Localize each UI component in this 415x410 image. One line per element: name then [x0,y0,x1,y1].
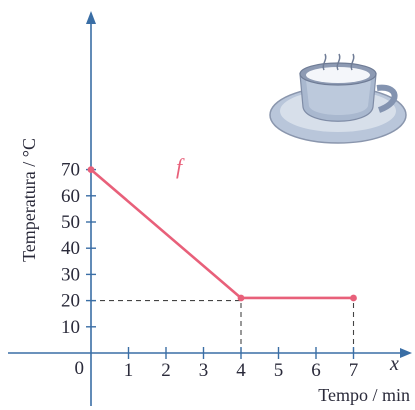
function-label: f [176,154,185,179]
y-axis-arrow [86,11,96,24]
y-tick-label: 60 [61,186,80,207]
y-tick-label: 70 [61,160,80,181]
coffee-cup-icon [269,53,407,144]
x-axis-title: Tempo / min [318,385,410,405]
ticks: 1 2 3 4 5 6 7 10 20 30 40 50 60 70 [61,160,358,381]
axes [8,11,412,406]
x-tick-label: 2 [161,360,171,381]
x-tick-label: 3 [199,360,209,381]
data-point [350,294,357,302]
x-tick-label: 1 [124,360,134,381]
series-line [90,168,354,300]
y-tick-label: 10 [61,317,80,338]
series [87,166,357,302]
x-axis-variable: x [389,353,399,375]
x-tick-label: 5 [274,360,284,381]
x-tick-label: 7 [349,360,359,381]
origin-label: 0 [75,358,85,379]
y-axis-title: Temperatura / °C [19,138,39,262]
data-point [87,166,95,174]
data-point [237,294,245,302]
y-tick-label: 30 [61,264,80,285]
x-tick-label: 4 [236,360,246,381]
reference-lines [91,297,355,353]
y-tick-label: 20 [61,291,80,312]
x-tick-label: 6 [311,360,321,381]
y-tick-label: 50 [61,212,80,233]
x-axis-arrow [400,348,412,358]
y-tick-label: 40 [61,238,80,259]
